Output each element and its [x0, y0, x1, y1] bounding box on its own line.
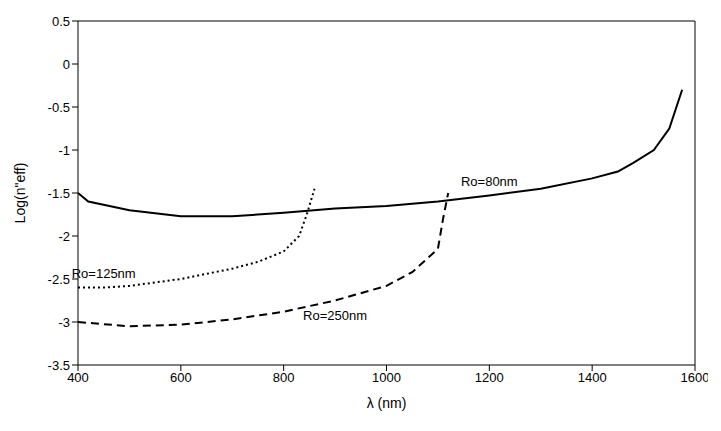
svg-text:1400: 1400 [578, 370, 607, 385]
svg-text:Ro=250nm: Ro=250nm [303, 308, 367, 323]
svg-text:-1: -1 [58, 143, 70, 158]
svg-text:800: 800 [273, 370, 295, 385]
svg-text:600: 600 [170, 370, 192, 385]
svg-text:-3: -3 [58, 315, 70, 330]
svg-text:-2.5: -2.5 [48, 272, 70, 287]
svg-text:0.5: 0.5 [52, 14, 70, 29]
svg-text:1200: 1200 [475, 370, 504, 385]
svg-text:Log(n"eff): Log(n"eff) [12, 163, 28, 224]
svg-text:1000: 1000 [372, 370, 401, 385]
svg-text:-3.5: -3.5 [48, 358, 70, 373]
svg-text:λ (nm): λ (nm) [367, 395, 407, 411]
svg-text:0: 0 [63, 57, 70, 72]
svg-text:Ro=80nm: Ro=80nm [461, 174, 518, 189]
svg-text:-1.5: -1.5 [48, 186, 70, 201]
svg-text:-2: -2 [58, 229, 70, 244]
svg-text:-0.5: -0.5 [48, 100, 70, 115]
svg-text:1600: 1600 [681, 370, 708, 385]
svg-text:Ro=125nm: Ro=125nm [72, 266, 136, 281]
svg-text:400: 400 [67, 370, 89, 385]
